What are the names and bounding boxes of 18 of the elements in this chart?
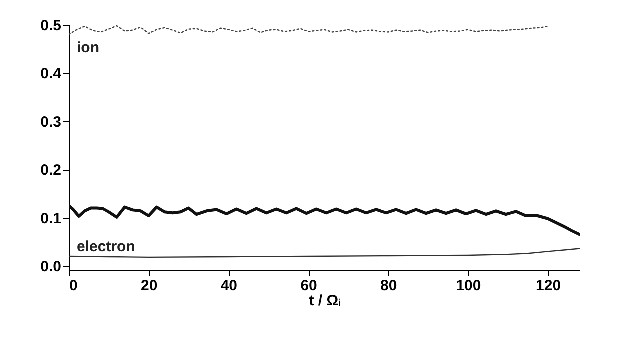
line-series bbox=[69, 204, 580, 236]
x-tick-label: 40 bbox=[220, 278, 238, 294]
y-tick-label: 0.1 bbox=[40, 210, 62, 228]
y-tick-label: 0.4 bbox=[40, 66, 62, 83]
y-tick-label: 0.5 bbox=[40, 18, 62, 34]
x-tick-label: 120 bbox=[536, 278, 562, 294]
line-series bbox=[69, 25, 549, 36]
x-axis-title: t / Ωᵢ bbox=[309, 292, 341, 310]
x-tick-label: 0 bbox=[70, 278, 78, 294]
x-tick-label: 60 bbox=[300, 278, 318, 294]
x-tick-label: 100 bbox=[456, 278, 482, 294]
y-tick-label: 0.3 bbox=[40, 114, 62, 131]
series-label: electron bbox=[77, 238, 136, 256]
series-label: ion bbox=[77, 40, 100, 57]
y-tick-label: 0.2 bbox=[40, 162, 62, 180]
x-tick-label: 20 bbox=[141, 278, 158, 294]
y-tick-label: 0.0 bbox=[40, 258, 62, 276]
x-tick-label: 80 bbox=[380, 278, 398, 294]
